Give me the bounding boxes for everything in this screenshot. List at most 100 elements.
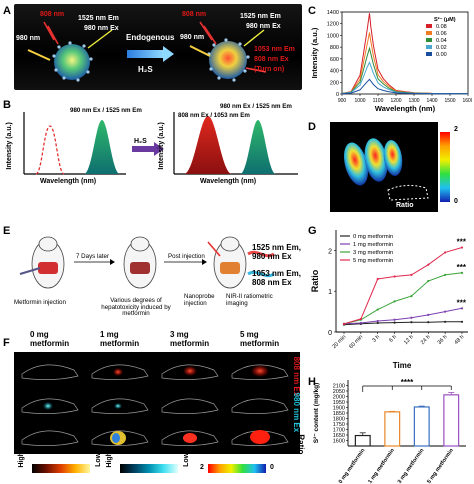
a-left-808: 808 nm <box>40 11 65 18</box>
h-ylabel: S²⁻ content (mg/kg) <box>313 383 320 443</box>
f-scale2-low: Low <box>183 452 191 467</box>
h-ytick-label: 2000 <box>333 395 345 401</box>
g-legend-label: 3 mg metformin <box>353 250 393 256</box>
panel-label-e: E <box>3 225 11 237</box>
c-xtick-label: 1300 <box>408 98 419 104</box>
f-col-2: 3 mg metformin <box>170 330 210 348</box>
a-right-808: 808 nm <box>182 11 207 18</box>
panel-e-schematic <box>19 236 275 289</box>
d-roi <box>387 184 429 201</box>
b-left-red-peak <box>35 125 65 175</box>
h-ytick-label: 1600 <box>333 439 345 445</box>
c-legend-title: S²⁻ (μM) <box>434 16 456 23</box>
f-row3: Ratio <box>296 434 306 455</box>
g-series-point <box>427 321 430 324</box>
e-step2-arrow: 7 Days later <box>76 253 110 260</box>
b-left-green-peak <box>84 120 120 174</box>
g-series-point <box>376 277 379 281</box>
d-roi-label: Ratio <box>396 202 414 209</box>
panel-c-chart: 0 200 400 600 800 1000 1200 1400 900 1000 1100 1200… <box>310 10 472 113</box>
g-series-point <box>342 322 346 325</box>
g-ylabel: Ratio <box>310 269 320 292</box>
g-series-line <box>343 247 463 325</box>
e-step3-arrow: Post injection <box>168 253 205 260</box>
h-ytick-label: 2050 <box>333 389 345 395</box>
a-right-ex1: 980 nm Ex <box>246 23 281 30</box>
e-out1: 1525 nm Em, 980 nm Ex <box>252 243 301 261</box>
g-series-point <box>427 263 430 266</box>
a-endogenous: Endogenous <box>126 33 175 42</box>
a-left-em: 1525 nm Em <box>78 15 119 22</box>
b-arrow <box>132 146 154 152</box>
f-scale1-high: High <box>17 452 25 468</box>
g-series-point <box>410 273 413 276</box>
g-xtick-label: 3 h <box>371 334 381 344</box>
c-plot-frame <box>341 11 469 95</box>
g-xtick-label: 36 h <box>437 334 449 346</box>
nanoprobe-right <box>189 21 267 82</box>
f-col-1: 1 mg metformin <box>100 330 140 348</box>
f-scale3-low: 0 <box>270 464 274 471</box>
panel-label-d: D <box>308 121 316 133</box>
f-scale2-high: High <box>105 452 113 468</box>
g-series-point <box>393 300 396 303</box>
g-series-point <box>376 321 379 325</box>
h-ytick-label: 1650 <box>333 433 345 439</box>
f-mouse-grid <box>21 364 289 446</box>
f-col-3: 5 mg metformin <box>240 330 280 348</box>
g-ytick-label: 2 <box>328 248 332 255</box>
f-col-0: 0 mg metformin <box>30 330 70 348</box>
h-xtick-label: 1 mg metformin <box>367 447 396 484</box>
panel-label-f: F <box>3 337 10 349</box>
g-legend-label: 1 mg metformin <box>353 242 393 248</box>
e-step3a: Nanoprobe injection <box>184 293 215 307</box>
panel-label-a: A <box>3 5 11 17</box>
h-xtick-label: 0 mg metformin <box>338 447 367 484</box>
a-right-ex2: 808 nm Ex <box>254 56 289 63</box>
c-ytick-label: 0 <box>336 92 339 98</box>
a-right-em2: 1053 nm Em <box>254 46 295 53</box>
g-series-point <box>427 279 430 283</box>
c-ytick-label: 400 <box>330 69 339 75</box>
c-ytick-label: 1000 <box>327 33 339 39</box>
g-series-point <box>444 320 447 323</box>
c-legend-swatch <box>426 45 432 49</box>
h-xtick-label: 5 mg metformin <box>426 447 455 484</box>
b-right-green-peak <box>240 120 276 174</box>
g-xtick-label: 24 h <box>420 334 432 346</box>
g-ytick-label: 0 <box>328 330 332 337</box>
panel-d-image: Ratio <box>330 122 438 212</box>
a-right-em1: 1525 nm Em <box>240 13 281 20</box>
g-series-point <box>393 275 396 278</box>
h-ytick-label: 1750 <box>333 422 345 428</box>
a-h2s: H₂S <box>138 65 153 74</box>
b-xlabel-right: Wavelength (nm) <box>200 178 257 185</box>
c-legend-label: 0.06 <box>436 31 447 37</box>
g-series-point <box>460 271 464 274</box>
g-significance: *** <box>457 238 467 247</box>
g-ytick-label: 1 <box>328 289 332 296</box>
e-mouse-3 <box>207 236 247 289</box>
h-bar <box>384 411 401 447</box>
g-series-point <box>460 307 464 310</box>
g-significance: *** <box>457 298 467 307</box>
c-xtick-label: 900 <box>338 98 347 104</box>
c-legend-label: 0.08 <box>436 24 447 30</box>
c-legend-swatch <box>426 38 432 42</box>
b-ylabel-right: Intensity (a.u.) <box>157 122 165 170</box>
c-xtick-label: 1000 <box>354 98 365 104</box>
a-left-ex: 980 nm Ex <box>84 25 119 32</box>
endogenous-arrow <box>127 50 163 58</box>
e-step1: Metformin injection <box>14 299 66 306</box>
c-xtick-label: 1500 <box>444 98 455 104</box>
c-ylabel: Intensity (a.u.) <box>310 27 319 78</box>
e-mouse-2 <box>123 236 157 289</box>
panel-b-schematic <box>23 112 298 175</box>
h-bar <box>354 434 371 447</box>
g-series-point <box>444 273 447 276</box>
c-legend-swatch <box>426 52 432 56</box>
nanoprobe-left <box>27 21 113 82</box>
c-ytick-label: 1200 <box>327 22 339 28</box>
g-series-point <box>427 313 430 316</box>
d-scale-min: 0 <box>454 198 458 205</box>
